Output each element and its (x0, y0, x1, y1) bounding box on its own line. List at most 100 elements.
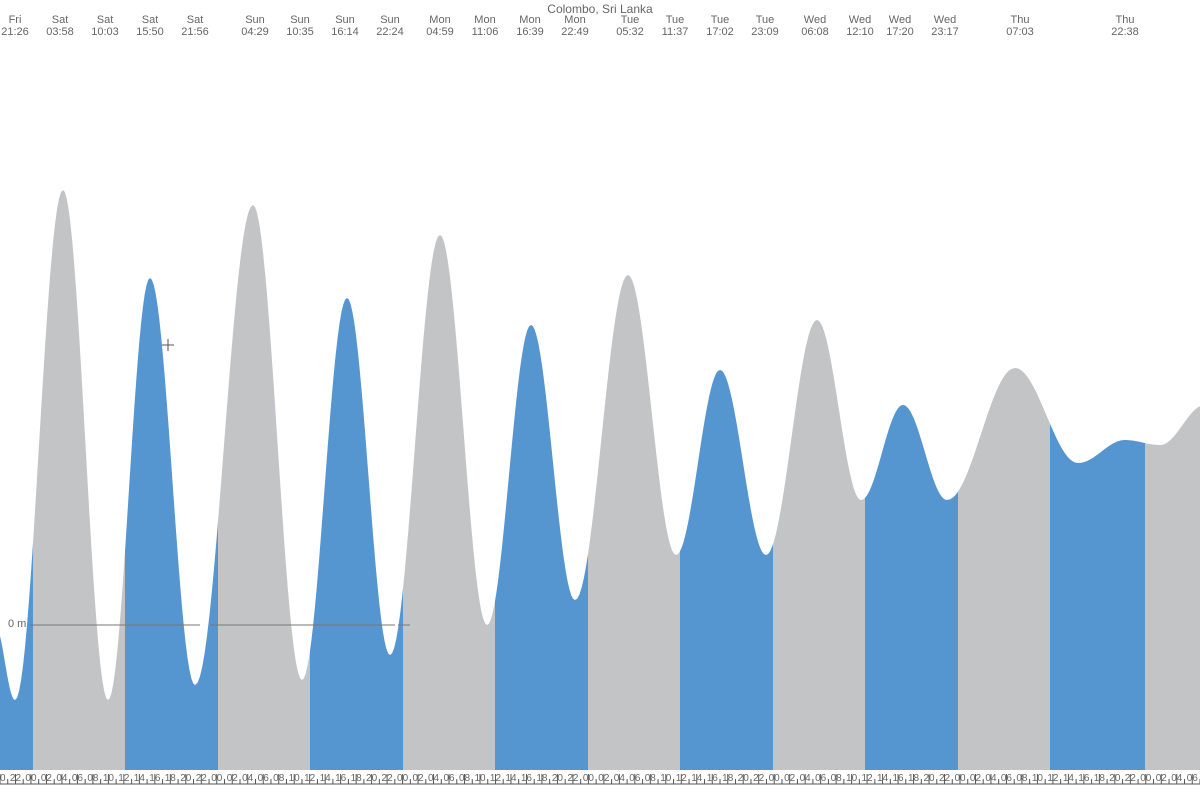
header-tick: Fri21:26 (1, 14, 29, 38)
hour-tick-label: 10 (660, 773, 671, 784)
hour-tick-label: 14 (320, 773, 331, 784)
hour-tick-label: 14 (877, 773, 888, 784)
hour-tick-label: 06 (815, 773, 826, 784)
hour-tick-label: 20 (1109, 773, 1120, 784)
header-tick: Sat10:03 (91, 14, 119, 38)
header-tick: Thu07:03 (1006, 14, 1034, 38)
hour-tick-label: 14 (691, 773, 702, 784)
hour-tick-label: 00 (25, 773, 36, 784)
header-tick: Mon11:06 (472, 14, 499, 38)
header-tick: Sat03:58 (46, 14, 74, 38)
header-tick: Mon04:59 (426, 14, 454, 38)
hour-tick-label: 14 (134, 773, 145, 784)
hour-tick-label: 20 (366, 773, 377, 784)
hour-tick-label: 06 (72, 773, 83, 784)
hour-tick-label: 00 (1140, 773, 1151, 784)
hour-tick-label: 10 (474, 773, 485, 784)
hour-tick-label: 16 (893, 773, 904, 784)
hour-tick-label: 18 (351, 773, 362, 784)
hour-tick-label: 02 (227, 773, 238, 784)
header-tick: Tue17:02 (706, 14, 734, 38)
hour-tick-label: 00 (954, 773, 965, 784)
hour-tick-label: 18 (165, 773, 176, 784)
hour-tick-label: 00 (397, 773, 408, 784)
zero-level-label: 0 m (8, 618, 26, 630)
header-tick: Wed23:17 (931, 14, 959, 38)
hour-tick-label: 04 (985, 773, 996, 784)
hour-tick-label: 20 (0, 773, 6, 784)
hour-tick-label: 10 (846, 773, 857, 784)
hour-tick-label: 04 (614, 773, 625, 784)
header-tick: Sun04:29 (241, 14, 269, 38)
bottom-hour-axis: 20 22 00 02 04 06 08 10 12 14 16 18 20 22 00 02 04 06 08 10… (0, 770, 1200, 800)
hour-tick-label: 08 (273, 773, 284, 784)
hour-tick-label: 18 (1094, 773, 1105, 784)
header-tick: Thu22:38 (1111, 14, 1139, 38)
hour-tick-label: 14 (1063, 773, 1074, 784)
header-tick: Tue23:09 (751, 14, 779, 38)
hour-tick-label: 06 (1001, 773, 1012, 784)
hour-tick-label: 16 (521, 773, 532, 784)
header-tick: Tue05:32 (616, 14, 644, 38)
hour-tick-label: 22 (10, 773, 21, 784)
hour-tick-label: 16 (707, 773, 718, 784)
header-tick: Tue11:37 (662, 14, 689, 38)
hour-tick-label: 16 (149, 773, 160, 784)
hour-tick-label: 10 (289, 773, 300, 784)
hour-tick-label: 04 (56, 773, 67, 784)
hour-tick-label: 06 (258, 773, 269, 784)
hour-tick-label: 20 (923, 773, 934, 784)
hour-tick-label: 10 (1032, 773, 1043, 784)
header-tick: Mon22:49 (561, 14, 589, 38)
chart-svg (0, 0, 1200, 800)
hour-tick-label: 22 (567, 773, 578, 784)
hour-tick-label: 00 (769, 773, 780, 784)
header-tick: Sun16:14 (331, 14, 359, 38)
hour-tick-label: 22 (753, 773, 764, 784)
hour-tick-label: 06 (1187, 773, 1198, 784)
tide-chart: Colombo, Sri Lanka Fri21:26Sat03:58Sat10… (0, 0, 1200, 800)
hour-tick-label: 22 (196, 773, 207, 784)
hour-tick-label: 08 (459, 773, 470, 784)
header-tick: Wed06:08 (801, 14, 829, 38)
hour-tick-label: 06 (629, 773, 640, 784)
hour-tick-label: 12 (304, 773, 315, 784)
hour-tick-label: 08 (1016, 773, 1027, 784)
hour-tick-label: 08 (87, 773, 98, 784)
header-times-row: Fri21:26Sat03:58Sat10:03Sat15:50Sat21:56… (0, 14, 1200, 44)
hour-tick-label: 16 (1078, 773, 1089, 784)
hour-tick-label: 12 (490, 773, 501, 784)
hour-tick-label: 22 (1125, 773, 1136, 784)
hour-tick-label: 22 (939, 773, 950, 784)
hour-tick-label: 14 (505, 773, 516, 784)
hour-tick-label: 12 (676, 773, 687, 784)
hour-tick-label: 10 (103, 773, 114, 784)
hour-tick-label: 04 (800, 773, 811, 784)
hour-tick-label: 20 (180, 773, 191, 784)
hour-tick-label: 20 (552, 773, 563, 784)
hour-tick-label: 16 (335, 773, 346, 784)
hour-tick-label: 00 (583, 773, 594, 784)
hour-tick-label: 02 (598, 773, 609, 784)
hour-tick-label: 04 (428, 773, 439, 784)
hour-tick-label: 18 (536, 773, 547, 784)
header-tick: Sun22:24 (376, 14, 404, 38)
hour-tick-label: 02 (413, 773, 424, 784)
header-tick: Sat21:56 (181, 14, 209, 38)
header-tick: Mon16:39 (516, 14, 544, 38)
hour-tick-label: 04 (1171, 773, 1182, 784)
header-tick: Sun10:35 (286, 14, 314, 38)
hour-tick-label: 02 (784, 773, 795, 784)
hour-tick-label: 08 (645, 773, 656, 784)
hour-tick-label: 00 (211, 773, 222, 784)
hour-tick-label: 02 (970, 773, 981, 784)
header-tick: Wed17:20 (886, 14, 914, 38)
header-tick: Wed12:10 (846, 14, 874, 38)
hour-tick-label: 20 (738, 773, 749, 784)
hour-tick-label: 08 (831, 773, 842, 784)
hour-tick-label: 12 (1047, 773, 1058, 784)
hour-tick-label: 02 (1156, 773, 1167, 784)
hour-tick-label: 02 (41, 773, 52, 784)
hour-tick-label: 18 (908, 773, 919, 784)
hour-tick-label: 06 (443, 773, 454, 784)
